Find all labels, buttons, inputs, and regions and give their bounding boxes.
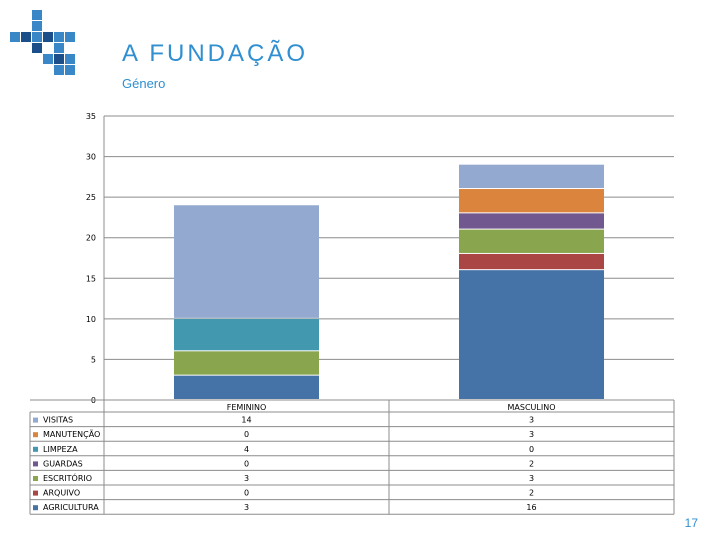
bar-segment bbox=[174, 318, 319, 351]
legend-swatch bbox=[33, 432, 38, 438]
y-tick-label: 15 bbox=[86, 274, 96, 283]
bar-segment bbox=[174, 375, 319, 399]
slide-title: A FUNDAÇÃO bbox=[122, 40, 309, 67]
legend-swatch bbox=[33, 461, 38, 467]
legend-label: VISITAS bbox=[43, 416, 73, 425]
y-tick-label: 25 bbox=[86, 193, 96, 202]
data-value: 3 bbox=[529, 416, 534, 425]
x-category-label: FEMININO bbox=[227, 403, 267, 412]
y-tick-label: 10 bbox=[86, 315, 96, 324]
y-tick-label: 30 bbox=[86, 153, 96, 162]
logo-square bbox=[32, 21, 42, 31]
logo-square bbox=[32, 43, 42, 53]
y-tick-label: 5 bbox=[91, 355, 96, 364]
logo-square bbox=[21, 32, 31, 42]
legend-swatch bbox=[33, 417, 38, 423]
bar-segment bbox=[459, 189, 604, 213]
y-tick-label: 20 bbox=[86, 234, 96, 243]
data-value: 0 bbox=[244, 459, 249, 468]
logo-square bbox=[65, 32, 75, 42]
bar-segment bbox=[459, 270, 604, 399]
data-value: 2 bbox=[529, 459, 534, 468]
data-value: 14 bbox=[241, 416, 251, 425]
legend-label: GUARDAS bbox=[43, 459, 83, 468]
bar-segment bbox=[459, 164, 604, 189]
data-value: 3 bbox=[244, 503, 249, 512]
bar-segment bbox=[459, 229, 604, 253]
data-value: 0 bbox=[529, 445, 534, 454]
data-value: 3 bbox=[244, 474, 249, 483]
legend-swatch bbox=[33, 476, 38, 481]
logo-square bbox=[54, 65, 64, 75]
data-value: 0 bbox=[244, 430, 249, 439]
logo-square bbox=[65, 54, 75, 64]
legend-label: LIMPEZA bbox=[43, 445, 78, 454]
legend-swatch bbox=[33, 490, 38, 496]
foundation-logo bbox=[10, 10, 80, 80]
legend-swatch bbox=[33, 446, 38, 452]
bar-segment bbox=[174, 205, 319, 318]
bar-segment bbox=[459, 213, 604, 229]
legend-label: ARQUIVO bbox=[43, 489, 80, 498]
logo-square bbox=[43, 32, 53, 42]
logo-square bbox=[54, 43, 64, 53]
data-value: 3 bbox=[529, 430, 534, 439]
data-value: 0 bbox=[244, 489, 249, 498]
x-category-label: MASCULINO bbox=[508, 403, 556, 412]
page-number: 17 bbox=[684, 516, 698, 530]
slide-subtitle: Género bbox=[122, 76, 166, 91]
legend-label: MANUTENÇÃO bbox=[43, 429, 100, 439]
data-value: 2 bbox=[529, 489, 534, 498]
data-value: 4 bbox=[244, 445, 249, 454]
logo-square bbox=[54, 32, 64, 42]
logo-square bbox=[32, 32, 42, 42]
logo-square bbox=[54, 54, 64, 64]
logo-square bbox=[43, 54, 53, 64]
bar-segment bbox=[459, 253, 604, 270]
legend-swatch bbox=[33, 505, 38, 511]
data-value: 16 bbox=[526, 503, 536, 512]
y-tick-label: 35 bbox=[86, 112, 96, 121]
legend-label: ESCRITÓRIO bbox=[43, 472, 92, 483]
data-value: 3 bbox=[529, 474, 534, 483]
logo-square bbox=[10, 32, 20, 42]
bar-segment bbox=[174, 351, 319, 375]
legend-label: AGRICULTURA bbox=[43, 503, 99, 512]
logo-square bbox=[65, 65, 75, 75]
logo-square bbox=[32, 10, 42, 20]
